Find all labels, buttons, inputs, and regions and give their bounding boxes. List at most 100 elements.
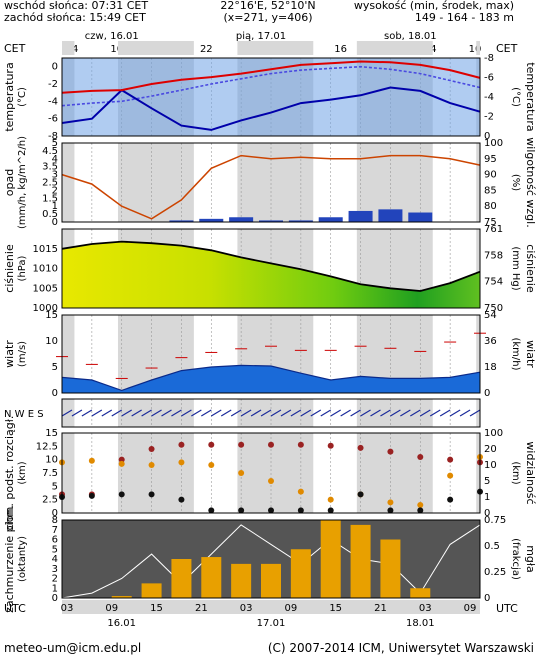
precip-bar: [288, 220, 313, 222]
side-label-left-precip: opad: [3, 169, 16, 196]
wind-direction-arrow: [469, 409, 481, 417]
vis-dot-0: [238, 441, 245, 448]
bottom-tz-left: UTC: [4, 602, 26, 615]
ytick-right-press: 754: [484, 277, 503, 288]
ytick-left-precip: 0.5: [42, 209, 58, 220]
side-unit-right-vis: (km): [510, 461, 521, 484]
ytick-left-vis: 15: [45, 428, 58, 439]
night-band-wind: [62, 315, 75, 393]
ytick-right-vis: 100: [484, 428, 503, 439]
cloud-bar: [350, 524, 371, 598]
night-band-precip: [476, 143, 480, 222]
bottom-hour-label: 03: [419, 603, 432, 614]
ytick-right-precip: 85: [484, 185, 497, 196]
wind-direction-arrow: [141, 409, 152, 417]
wind-direction-arrow: [181, 409, 192, 417]
panel-border-cloud: [61, 519, 481, 599]
top-tz-right: CET: [496, 42, 518, 55]
footer-email: meteo-um@icm.edu.pl: [4, 641, 141, 655]
sunrise-text: wschód słońca: 07:31 CET: [4, 0, 148, 12]
cloud-bar: [261, 563, 281, 598]
side-unit-right-wind: (km/h): [510, 337, 521, 370]
vis-dot-0: [417, 454, 424, 460]
bottom-hour-label: 21: [195, 603, 208, 614]
ytick-left-wind: 15: [45, 310, 58, 321]
vis-dot-1: [208, 462, 215, 468]
ytick-left-press: 1015: [33, 244, 58, 255]
side-unit-left-precip: (mm/h, kg/m^2/h): [17, 136, 28, 229]
bottom-hour-label: 03: [240, 603, 253, 614]
ytick-left-precip: 3: [52, 170, 58, 181]
ytick-left-vis: 7.5: [42, 468, 58, 479]
bottom-date-label: 18.01: [406, 618, 435, 629]
bottom-hour-label: 15: [150, 603, 163, 614]
ytick-right-precip: 90: [484, 170, 497, 181]
ytick-left-wind: 0: [52, 388, 58, 399]
ytick-left-temp: -2: [48, 79, 58, 90]
wind-direction-arrow: [290, 409, 302, 417]
vis-dot-0: [297, 441, 304, 448]
ytick-left-temp: -8: [48, 131, 58, 142]
footer-copyright: (C) 2007-2014 ICM, Uniwersytet Warszawsk…: [268, 641, 534, 655]
ytick-left-precip: 1.5: [42, 193, 58, 204]
side-unit-right-cloud: (frakcja): [510, 538, 521, 580]
ytick-right-temp: -4: [484, 92, 494, 103]
ytick-right-vis: 0: [484, 508, 490, 519]
cloud-bar: [380, 539, 401, 598]
vis-dot-0: [208, 441, 215, 448]
night-band-vis: [62, 433, 75, 513]
vis-dot-2: [148, 491, 155, 498]
vis-dot-1: [297, 488, 304, 495]
ytick-right-precip: 100: [484, 138, 503, 149]
ytick-left-precip: 4: [52, 154, 58, 165]
wind-direction-arrow: [310, 409, 322, 417]
wind-direction-arrow: [121, 409, 132, 417]
wind-direction-arrow: [260, 409, 272, 417]
ytick-right-wind: 54: [484, 310, 497, 321]
vis-dot-1: [327, 496, 334, 503]
ytick-right-vis: 1: [484, 492, 490, 503]
wind-direction-arrow: [191, 409, 202, 417]
wind-direction-arrow: [71, 409, 83, 417]
temp-series-0: [61, 60, 481, 94]
wind-direction-arrow: [111, 409, 123, 417]
cloud-bar: [320, 520, 341, 598]
ytick-left-press: 1010: [33, 264, 58, 275]
ytick-right-cloud: 0: [484, 593, 490, 604]
top-tz-left: CET: [4, 42, 26, 55]
vis-dot-0: [387, 448, 394, 455]
top-night-strip: [476, 41, 480, 55]
vis-dot-1: [178, 459, 185, 466]
ytick-left-cloud: 5: [52, 544, 58, 555]
vis-dot-1: [417, 502, 424, 508]
top-night-strip: [237, 41, 314, 55]
cloud-bar: [141, 583, 162, 598]
side-unit-left-cloud: (oktanty): [17, 536, 28, 582]
bottom-axis-strip: [62, 600, 480, 614]
ytick-right-cloud: 0.25: [484, 567, 506, 578]
wind-direction-arrow: [220, 409, 232, 417]
cloud-low-line: [61, 524, 481, 599]
ytick-right-precip: 75: [484, 217, 497, 228]
side-label-right-cloud: mgła: [524, 545, 537, 573]
precip-bar: [318, 217, 343, 222]
ytick-left-vis: 5: [52, 481, 58, 492]
top-hour-label: 16: [334, 44, 347, 55]
wind-direction-arrow: [280, 409, 292, 417]
wind-direction-arrow: [161, 409, 172, 417]
vis-dot-0: [178, 441, 185, 448]
ytick-right-wind: 36: [484, 336, 497, 347]
night-band-dir: [62, 399, 75, 427]
night-band-vis: [476, 433, 480, 513]
wind-direction-arrow: [240, 409, 252, 417]
vis-dot-0: [327, 442, 334, 449]
wind-direction-arrow: [250, 409, 262, 417]
vis-dot-1: [118, 460, 125, 467]
ytick-left-vis: 10: [45, 455, 58, 466]
side-label-right-wind: wiatr: [524, 340, 537, 368]
ytick-right-wind: 0: [484, 388, 490, 399]
ytick-left-wind: 10: [45, 336, 58, 347]
ytick-right-wind: 18: [484, 362, 497, 373]
side-unit-left-wind: (m/s): [17, 341, 28, 367]
precip-bar: [169, 220, 194, 222]
